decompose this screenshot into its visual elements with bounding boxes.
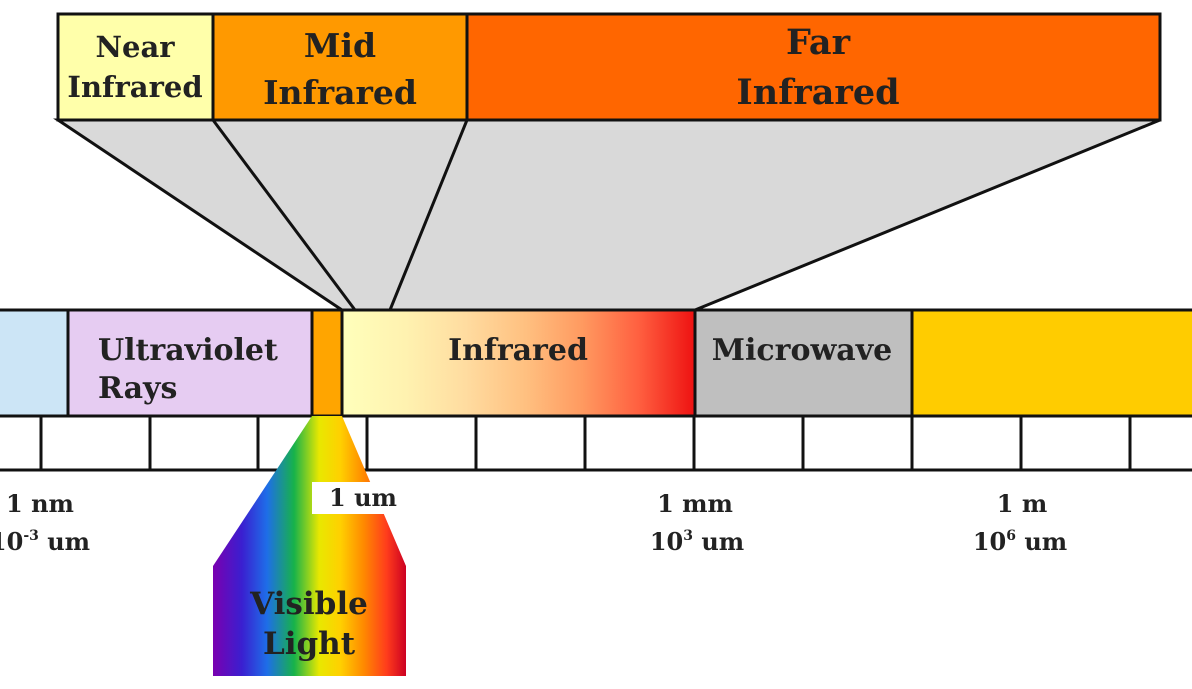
mid-infrared-band [211, 12, 469, 122]
near-infrared-label-line1: Near [95, 30, 175, 64]
infrared-band [342, 310, 695, 416]
microwave-label: Microwave [712, 333, 892, 368]
microwave-band [695, 310, 912, 416]
scale-label-mm-um: 103 um [650, 527, 744, 556]
ultraviolet-label-line1: Ultraviolet [98, 333, 278, 368]
funnel-divider-line [211, 119, 357, 311]
xray-band [0, 310, 68, 416]
funnel-divider-line [388, 119, 469, 311]
scale-label-m-um: 106 um [973, 527, 1067, 556]
radio-band [912, 310, 1192, 416]
scale-label-m: 1 m [997, 489, 1047, 518]
visible-strip [312, 310, 342, 416]
visible-light-label-line2: Light [263, 626, 356, 662]
far-infrared-label-line2: Infrared [736, 72, 899, 113]
mid-infrared-label-line2: Infrared [263, 73, 417, 112]
mid-infrared-label-line1: Mid [304, 26, 376, 65]
visible-light-prism [213, 416, 406, 676]
ultraviolet-label-line2: Rays [98, 371, 177, 406]
one-um-label-background [312, 482, 404, 514]
ultraviolet-band [68, 310, 312, 416]
infrared-label: Infrared [448, 333, 588, 368]
scale-label-um: 1 um [329, 483, 397, 512]
near-infrared-label-line2: Infrared [67, 70, 202, 104]
scale-label-mm: 1 mm [657, 489, 733, 518]
scale-label-nm-um: 10-3 um [0, 527, 90, 556]
far-infrared-band [465, 12, 1162, 122]
far-infrared-label-line1: Far [786, 22, 851, 63]
scale-ruler [0, 308, 1192, 472]
visible-light-label-line1: Visible [249, 586, 368, 622]
scale-label-nm: 1 nm [6, 489, 74, 518]
infrared-zoom-funnel [53, 118, 1161, 312]
